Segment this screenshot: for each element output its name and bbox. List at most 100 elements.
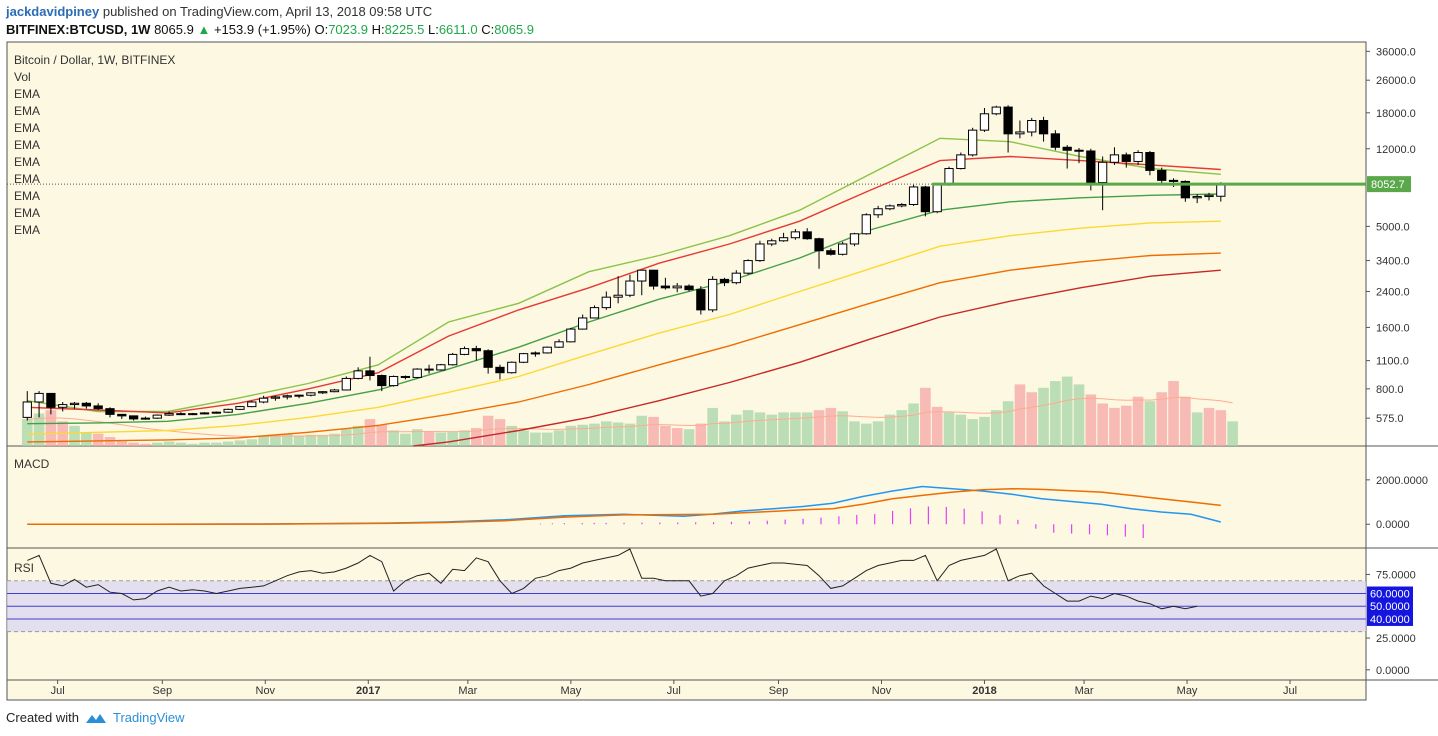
candle-body (767, 240, 777, 245)
volume-bar (896, 410, 908, 446)
triangle-up-icon: ▲ (197, 22, 211, 37)
high-label: H: (371, 22, 385, 37)
volume-bar (683, 429, 695, 446)
author-link[interactable]: jackdavidpiney (6, 4, 100, 19)
candle (81, 401, 91, 409)
macd-tick-label: 0.0000 (1376, 519, 1410, 531)
volume-bar (660, 425, 671, 446)
candle (518, 352, 529, 364)
volume-bar (151, 442, 163, 446)
candle-body (294, 394, 304, 397)
volume-bar (636, 415, 648, 446)
time-tick-label: Mar (1075, 685, 1094, 697)
legend-item: EMA (14, 87, 40, 101)
volume-bar (1061, 376, 1073, 446)
rsi-tick-label: 50.0000 (1370, 601, 1410, 613)
candle (861, 213, 871, 235)
price-tick-label: 2400.0 (1376, 286, 1410, 298)
candle-body (648, 269, 659, 287)
candle-body (1192, 196, 1202, 199)
candle-body (731, 272, 741, 284)
legend-item: EMA (14, 155, 40, 169)
candle-body (838, 243, 848, 255)
candle (270, 395, 281, 401)
volume-bar (246, 439, 258, 446)
volume-bar (742, 410, 754, 446)
candle-body (247, 401, 257, 408)
candle (708, 276, 718, 313)
candle-body (660, 285, 671, 289)
volume-bar (990, 410, 1002, 446)
candle (1027, 117, 1037, 137)
volume-bar (92, 433, 104, 446)
candle (448, 352, 458, 366)
candle-body (258, 397, 269, 403)
candle-body (188, 413, 198, 416)
candle (755, 240, 765, 262)
candle (164, 411, 174, 416)
candle (188, 412, 198, 416)
last-price: 8065.9 (154, 22, 194, 37)
rsi-level-badge (1367, 586, 1413, 601)
rsi-tick-label: 60.0000 (1370, 589, 1410, 601)
candle-body (199, 412, 210, 415)
candle (377, 374, 387, 392)
volume-bar (1002, 401, 1014, 446)
candle (873, 205, 883, 218)
time-tick-label: 2018 (972, 685, 996, 697)
macd-tick-label: 2000.0000 (1376, 475, 1428, 487)
volume-bar (104, 437, 116, 446)
candle (530, 351, 541, 357)
volume-bar (163, 441, 175, 446)
candle-body (34, 392, 44, 403)
candle (637, 269, 647, 296)
legend-item: EMA (14, 172, 40, 186)
volume-bar (281, 433, 293, 446)
volume-bar (589, 423, 600, 446)
candle-body (743, 260, 753, 274)
candle-body (388, 375, 399, 387)
volume-bar (270, 434, 281, 446)
candle (625, 274, 635, 298)
candle-body (566, 328, 576, 343)
candle-body (1003, 106, 1013, 135)
candle (743, 259, 753, 275)
volume-bar (411, 429, 423, 446)
volume-bar (530, 432, 541, 446)
candle-body (495, 366, 505, 374)
price-tick-label: 5000.0 (1376, 221, 1410, 233)
volume-bar (1156, 392, 1168, 446)
tradingview-link[interactable]: TradingView (112, 710, 185, 725)
candle (1133, 150, 1143, 165)
candle-body (400, 375, 411, 378)
volume-bar (565, 425, 577, 446)
volume-bar (506, 425, 518, 446)
volume-bar (199, 442, 210, 446)
volume-bar (317, 434, 329, 446)
volume-bar (600, 421, 612, 446)
candle (117, 413, 127, 419)
volume-bar (518, 430, 529, 446)
volume-bar (754, 412, 766, 446)
candle (1157, 167, 1167, 185)
volume-bar (293, 435, 305, 446)
candle-body (1109, 154, 1120, 163)
candle-body (601, 296, 611, 309)
volume-bar (459, 430, 470, 446)
volume-bar (801, 412, 813, 446)
candle-body (873, 208, 883, 216)
candle (968, 127, 978, 157)
candle-body (613, 294, 623, 298)
volume-bar (707, 407, 718, 446)
candle-body (684, 285, 694, 291)
price-tick-label: 26000.0 (1376, 75, 1416, 87)
rsi-line (27, 548, 1198, 610)
volume-bar (860, 423, 872, 446)
volume-bar (187, 443, 199, 446)
candle (814, 237, 824, 269)
candle (211, 411, 221, 414)
candle-body (211, 411, 221, 414)
footer: Created with TradingView (6, 710, 185, 725)
candle (459, 346, 470, 356)
